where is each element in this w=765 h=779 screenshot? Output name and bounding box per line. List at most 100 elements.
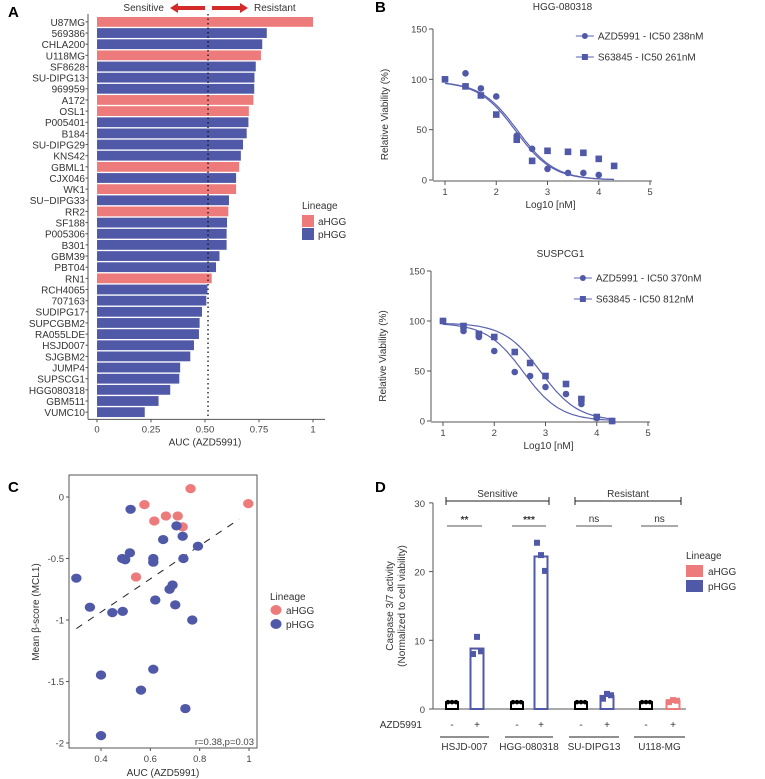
category-label: PBT04 xyxy=(54,263,85,274)
category-label: JUMP4 xyxy=(52,363,85,374)
data-point xyxy=(608,417,616,425)
category-label: SUPCGBM2 xyxy=(29,319,86,330)
legend-label: AZD5991 - IC50 238nM xyxy=(598,32,704,43)
category-label: GBML1 xyxy=(51,163,85,174)
bar-RN1 xyxy=(97,273,212,284)
point-treated xyxy=(670,697,676,704)
legend-swatch-pHGG xyxy=(302,228,314,240)
point-treated xyxy=(470,651,476,658)
category-label: SU-DIPG29 xyxy=(32,140,85,151)
minus-mark: - xyxy=(644,720,647,731)
point-aHGG xyxy=(149,516,160,526)
data-point xyxy=(578,395,585,403)
category-label: SUDIPG17 xyxy=(36,308,86,319)
point-untreated xyxy=(445,699,451,705)
x-tick-label: 0.50 xyxy=(196,424,215,435)
category-label: U87MG xyxy=(51,18,86,29)
category-label: KNS42 xyxy=(53,152,85,163)
panel-label-b: B xyxy=(375,0,386,16)
bar-treated-HSJD-007 xyxy=(469,647,485,711)
category-label: CHLA200 xyxy=(42,40,86,51)
point-pHGG xyxy=(95,670,107,680)
bar-treated-HGG-080318 xyxy=(533,555,549,711)
data-point xyxy=(460,327,467,335)
y-axis-subtitle: (Normalized to cell viability) xyxy=(397,545,408,667)
point-untreated xyxy=(518,699,524,705)
category-label: OSL1 xyxy=(59,107,85,118)
bracket-label: Sensitive xyxy=(477,489,518,500)
bar-969959 xyxy=(97,83,255,94)
bar-HSJD007 xyxy=(97,340,194,351)
y-tick-label: 10 xyxy=(414,636,425,647)
point-pHGG xyxy=(177,531,188,541)
plus-mark: + xyxy=(538,720,544,731)
y-tick-label: 50 xyxy=(414,367,425,378)
bar-A172 xyxy=(97,95,254,105)
x-tick-label: 4 xyxy=(596,187,601,198)
point-pHGG xyxy=(84,602,96,612)
bracket-resistant xyxy=(574,497,682,505)
point-pHGG xyxy=(170,600,181,610)
x-tick-label: 3 xyxy=(545,187,550,198)
x-tick-label: 5 xyxy=(645,428,650,439)
category-label: 707163 xyxy=(52,297,86,308)
y-axis-title: Caspase 3/7 activity xyxy=(385,561,396,651)
significance-label: ** xyxy=(461,515,469,526)
data-point xyxy=(475,330,483,338)
category-label: HSJD007 xyxy=(42,341,85,352)
x-axis-title: Log10 [nM] xyxy=(523,441,573,452)
bar-P005306 xyxy=(97,228,227,239)
y-tick-label: 0 xyxy=(420,417,425,428)
legend-label: pHGG xyxy=(708,582,737,593)
point-pHGG xyxy=(119,555,131,565)
bar-SUPCGBM2 xyxy=(97,318,200,328)
point-treated xyxy=(478,648,484,655)
data-point xyxy=(511,348,519,356)
data-point xyxy=(593,413,601,421)
significance-label: ns xyxy=(654,514,665,525)
data-point xyxy=(492,111,500,118)
legend-swatch-pHGG xyxy=(686,580,703,592)
point-pHGG xyxy=(107,608,118,618)
point-pHGG xyxy=(180,703,191,714)
data-point xyxy=(564,148,572,156)
x-axis-title: AUC (AZD5991) xyxy=(169,437,242,448)
y-tick-label: 0 xyxy=(420,705,425,716)
bar-P005401 xyxy=(97,117,249,128)
bracket-label: Resistant xyxy=(607,489,649,500)
treatment-label: AZD5991 xyxy=(380,720,423,731)
point-pHGG xyxy=(71,573,82,583)
bar-B301 xyxy=(97,240,227,250)
point-untreated xyxy=(514,699,520,705)
y-tick-label: 50 xyxy=(416,125,427,136)
category-label: CJX046 xyxy=(49,174,85,185)
category-label: 569386 xyxy=(52,29,86,40)
x-tick-label: 5 xyxy=(647,187,652,198)
category-label: A172 xyxy=(62,96,86,107)
bar-OSL1 xyxy=(97,106,249,116)
y-tick-label: -1 xyxy=(56,616,64,627)
bar-SF188 xyxy=(97,217,228,228)
group-label: HSJD-007 xyxy=(441,742,488,753)
bar-707163 xyxy=(97,295,207,306)
panel-b-dose-response-suspcg1: SUSPCG1 0 50 100 150 1 2 3 4 5 Log10 [nM] Relative … xyxy=(378,249,702,452)
legend-marker-aHGG xyxy=(270,605,282,615)
point-treated xyxy=(600,695,606,702)
point-untreated xyxy=(510,699,516,705)
legend-label: S63845 - IC50 261nM xyxy=(598,53,696,64)
data-point xyxy=(490,333,498,341)
category-label: RA055LDE xyxy=(35,330,85,341)
bar-CHLA200 xyxy=(97,39,263,50)
bar-RA055LDE xyxy=(97,329,199,339)
data-point xyxy=(439,317,447,325)
x-tick-label: 0.8 xyxy=(193,754,206,765)
category-label: SUPSCG1 xyxy=(37,375,85,386)
point-treated xyxy=(538,552,544,559)
point-aHGG xyxy=(185,484,196,494)
y-tick-label: 100 xyxy=(409,317,425,328)
y-tick-label: -0.5 xyxy=(48,554,64,565)
x-tick-label: 0.25 xyxy=(142,424,161,435)
data-point xyxy=(526,372,534,380)
category-label: U118MG xyxy=(46,51,85,62)
